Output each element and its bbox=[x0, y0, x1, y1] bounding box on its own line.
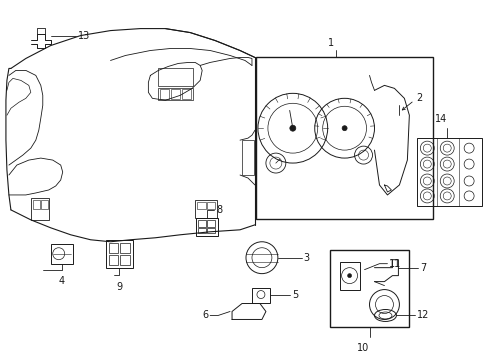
Circle shape bbox=[347, 274, 351, 278]
Text: 5: 5 bbox=[291, 289, 298, 300]
Bar bbox=[33, 200, 40, 209]
Text: 14: 14 bbox=[434, 114, 447, 124]
Bar bbox=[160, 89, 169, 99]
Bar bbox=[207, 202, 215, 209]
Bar bbox=[198, 228, 206, 233]
Bar bbox=[158, 88, 193, 100]
Text: 11: 11 bbox=[388, 259, 401, 269]
Bar bbox=[158, 68, 193, 86]
Text: 1: 1 bbox=[327, 37, 333, 48]
Text: 8: 8 bbox=[216, 205, 222, 215]
Text: 2: 2 bbox=[415, 93, 422, 103]
Bar bbox=[108, 243, 118, 253]
Bar bbox=[120, 255, 130, 265]
Bar bbox=[182, 89, 191, 99]
Text: 4: 4 bbox=[59, 276, 64, 285]
Text: 13: 13 bbox=[78, 31, 90, 41]
Text: 6: 6 bbox=[202, 310, 208, 320]
Bar bbox=[416, 138, 481, 206]
Text: 3: 3 bbox=[303, 253, 309, 263]
Bar bbox=[329, 250, 408, 328]
Bar bbox=[51, 244, 73, 264]
Bar bbox=[195, 200, 217, 218]
Text: 10: 10 bbox=[357, 343, 369, 354]
Bar bbox=[339, 262, 359, 289]
Bar bbox=[255, 58, 432, 219]
Bar bbox=[196, 218, 218, 236]
Circle shape bbox=[289, 125, 295, 131]
Circle shape bbox=[342, 126, 346, 131]
Bar bbox=[108, 255, 118, 265]
Text: 9: 9 bbox=[116, 282, 122, 292]
Bar bbox=[41, 200, 48, 209]
Bar bbox=[251, 288, 269, 302]
Bar bbox=[197, 202, 206, 209]
Bar bbox=[171, 89, 180, 99]
Bar bbox=[120, 243, 130, 253]
Bar bbox=[105, 240, 133, 268]
Bar bbox=[207, 228, 215, 233]
Bar bbox=[242, 140, 253, 175]
Bar bbox=[198, 220, 206, 227]
Bar bbox=[31, 198, 49, 220]
Text: 7: 7 bbox=[420, 263, 426, 273]
Bar bbox=[207, 220, 215, 227]
Text: 12: 12 bbox=[416, 310, 429, 320]
